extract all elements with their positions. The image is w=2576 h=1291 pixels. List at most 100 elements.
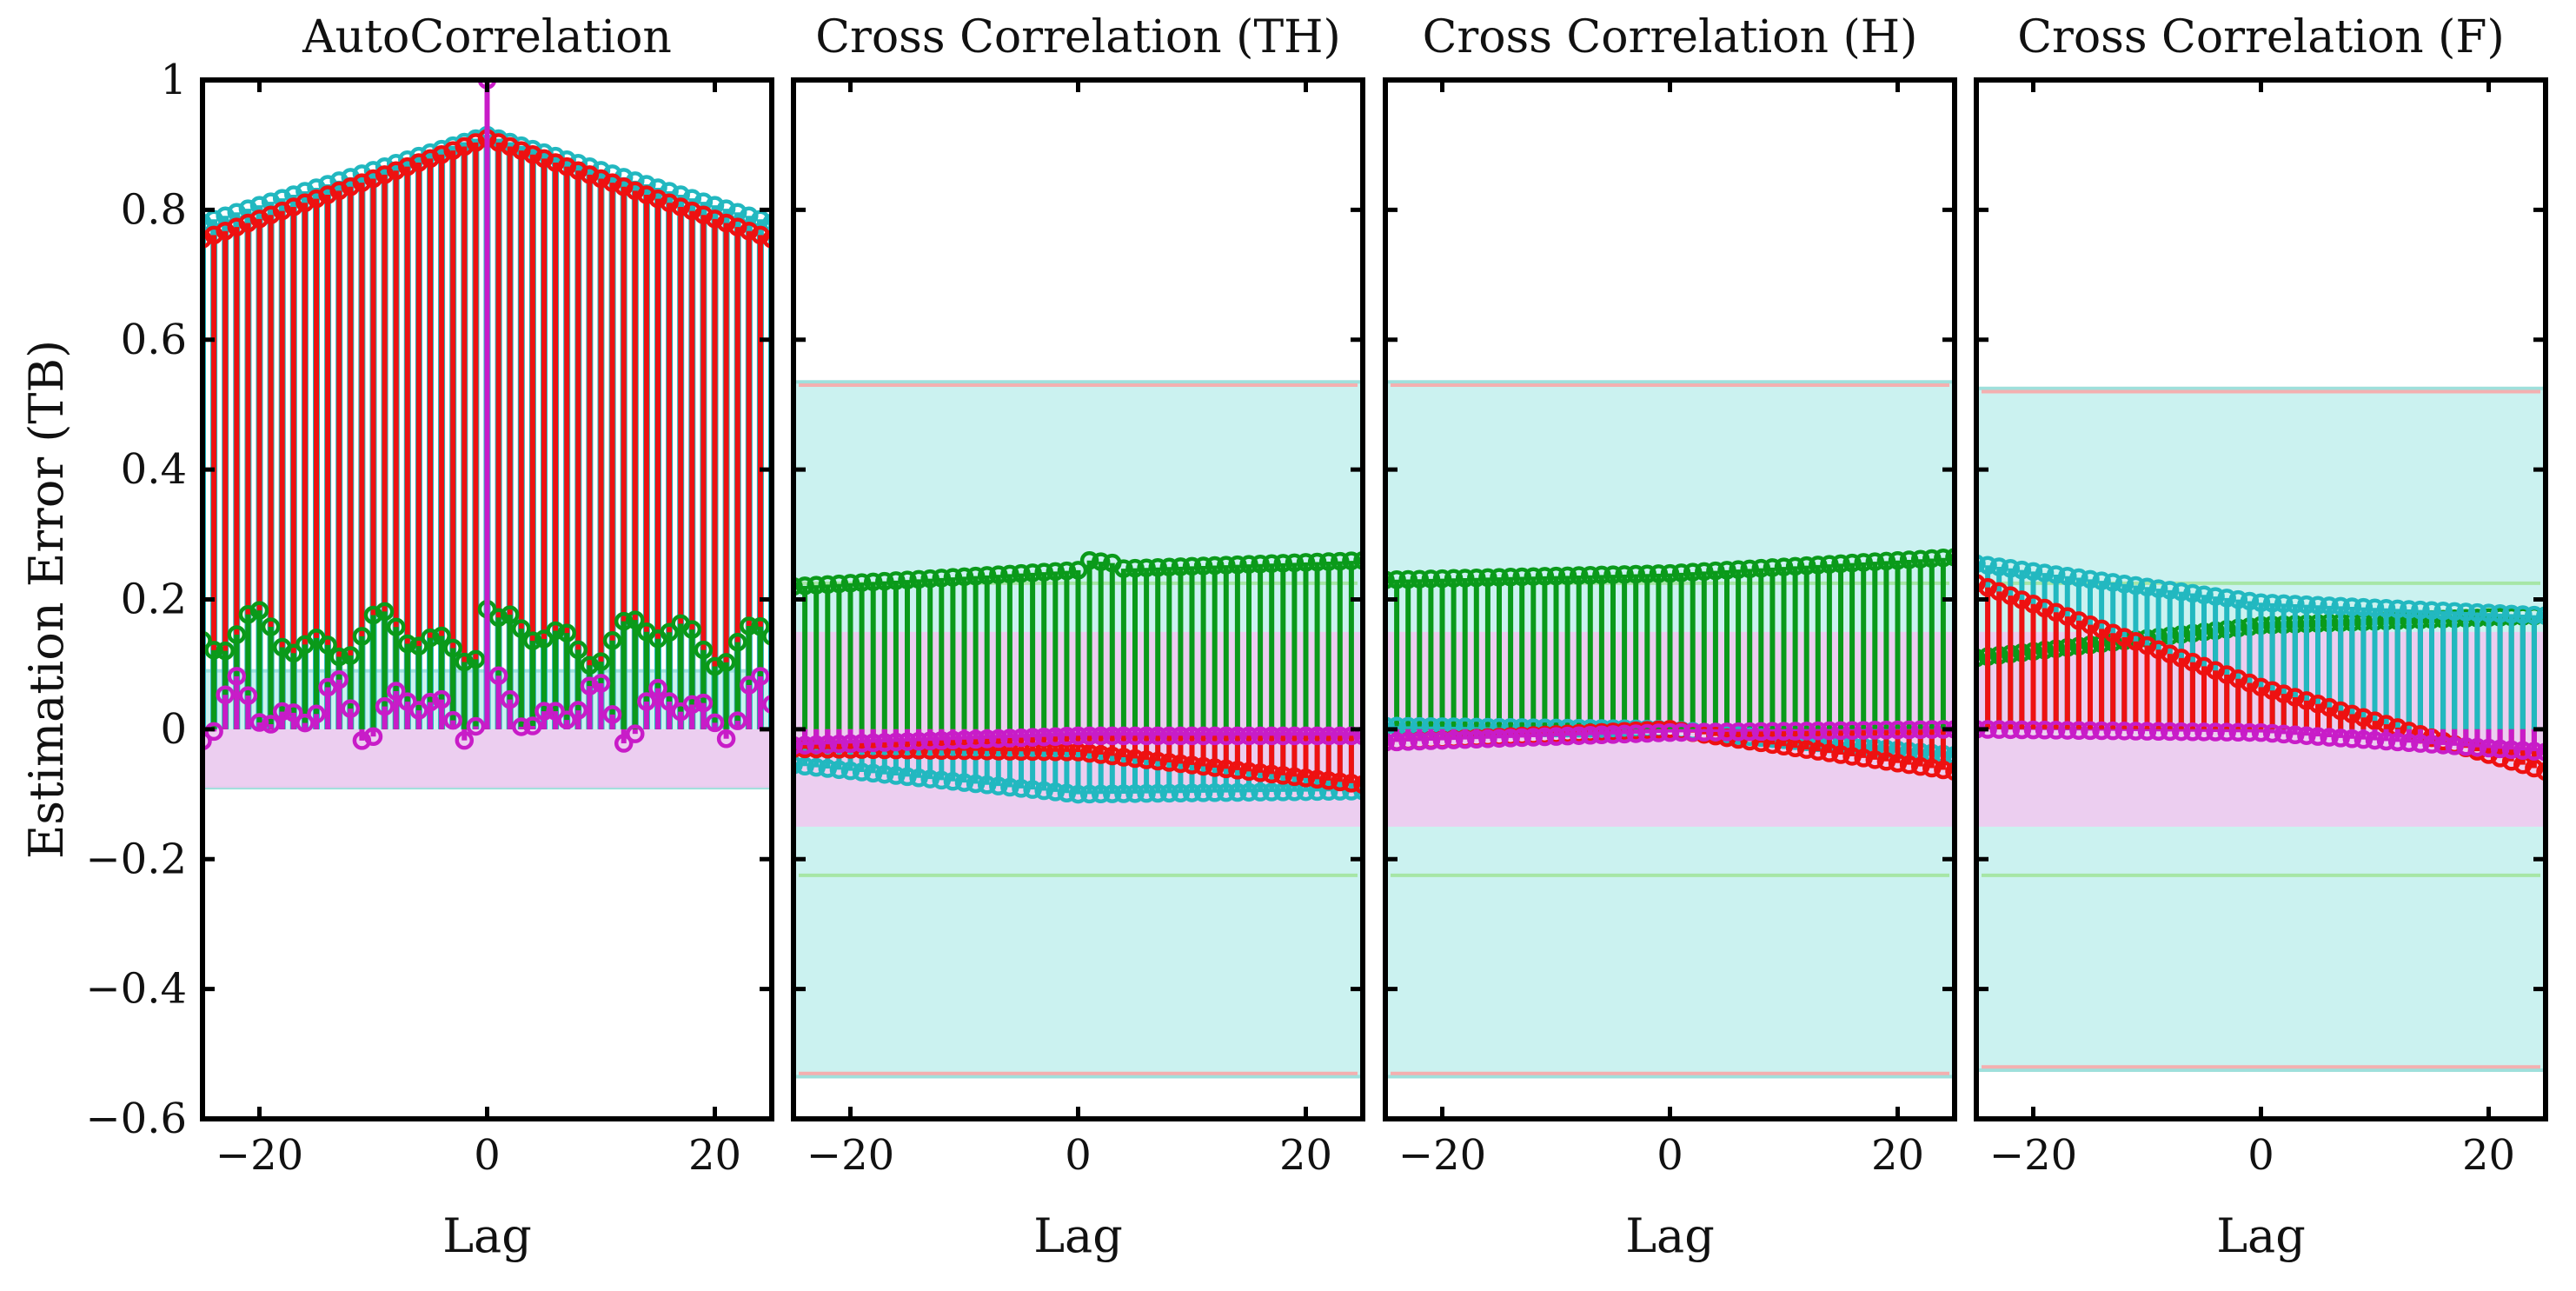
marker-green [352,627,372,646]
marker-cyan [793,755,803,775]
marker-green [591,652,611,671]
marker-red [1888,753,1908,773]
marker-magenta [2354,729,2374,749]
marker-magenta [751,667,770,686]
marker-magenta [580,676,600,695]
marker-cyan [852,762,872,782]
marker-cyan [2387,599,2407,619]
panel-title: Cross Correlation (F) [2017,11,2505,63]
marker-green [1159,557,1179,577]
marker-green [1318,552,1338,571]
marker-green [966,566,986,586]
marker-red [1740,731,1759,751]
marker-cyan [2194,585,2214,605]
marker-magenta [1501,729,1520,748]
marker-green [1876,551,1896,571]
marker-green [1353,550,1363,570]
marker-magenta [2194,722,2214,742]
marker-cyan [2115,574,2134,594]
marker-magenta [818,735,838,754]
marker-green [875,571,894,591]
marker-magenta [2365,730,2385,750]
marker-magenta [512,717,531,736]
marker-magenta [2411,734,2430,753]
marker-magenta [2058,721,2077,740]
marker-red [2262,681,2282,700]
marker-green [793,576,803,596]
marker-green [1706,561,1725,581]
y-tick-label: 0.4 [121,445,187,494]
marker-magenta [1729,722,1748,742]
marker-cyan [2501,604,2521,624]
marker-magenta [1296,726,1316,746]
marker-green [1740,559,1759,579]
marker-magenta [1353,726,1363,746]
marker-green [1751,558,1771,578]
marker-cyan [932,770,952,790]
marker-green [1023,563,1042,582]
marker-cyan [1103,784,1122,803]
marker-magenta [920,731,939,750]
marker-magenta [727,711,747,730]
marker-magenta [1057,727,1077,746]
marker-magenta [2217,722,2236,742]
marker-magenta [2297,726,2316,745]
marker-green [602,630,622,650]
marker-red [2354,708,2374,728]
marker-magenta [2331,729,2350,748]
marker-magenta [1217,726,1236,746]
marker-magenta [2023,720,2043,740]
marker-magenta [1114,726,1133,746]
marker-green [1842,553,1862,573]
marker-cyan [1079,784,1099,804]
marker-magenta [2320,728,2339,747]
series-green [793,550,1363,729]
marker-red [1251,763,1270,782]
marker-magenta [977,729,997,749]
marker-green [1809,556,1828,575]
marker-magenta [2172,722,2191,742]
marker-green [500,605,520,624]
marker-green [1945,548,1955,567]
marker-red [2536,762,2546,782]
marker-magenta [852,734,872,753]
marker-magenta [1524,728,1544,747]
marker-red [1171,754,1191,774]
marker-magenta [216,685,235,705]
marker-green [421,628,440,648]
marker-red [1239,762,1258,782]
marker-magenta [602,705,622,724]
y-tick-label: 1 [160,56,187,104]
marker-magenta [295,713,315,733]
marker-magenta [2251,722,2271,742]
marker-magenta [2274,724,2294,744]
marker-magenta [1922,720,1942,739]
marker-magenta [2387,732,2407,752]
marker-magenta [829,735,849,754]
marker-cyan [1307,782,1327,802]
marker-magenta [2092,721,2111,741]
marker-cyan [2092,571,2111,590]
marker-cyan [1012,779,1031,798]
marker-red [2331,701,2350,721]
marker-green [762,627,772,646]
marker-cyan [2456,602,2476,622]
marker-cyan [2342,597,2362,616]
marker-green [512,619,531,638]
marker-red [1318,771,1338,790]
marker-green [1865,552,1885,571]
x-tick-label: −20 [1398,1131,1486,1180]
marker-green [1478,568,1497,588]
marker-magenta [2308,727,2327,746]
marker-cyan [2320,596,2339,616]
marker-cyan [2411,600,2430,620]
marker-magenta [2228,722,2248,742]
marker-green [1603,565,1623,584]
marker-green [386,617,406,636]
marker-magenta [1796,722,1816,741]
x-tick-label: 20 [2462,1131,2515,1180]
marker-green [1228,555,1247,575]
marker-red [1820,743,1839,762]
marker-cyan [2081,569,2100,589]
